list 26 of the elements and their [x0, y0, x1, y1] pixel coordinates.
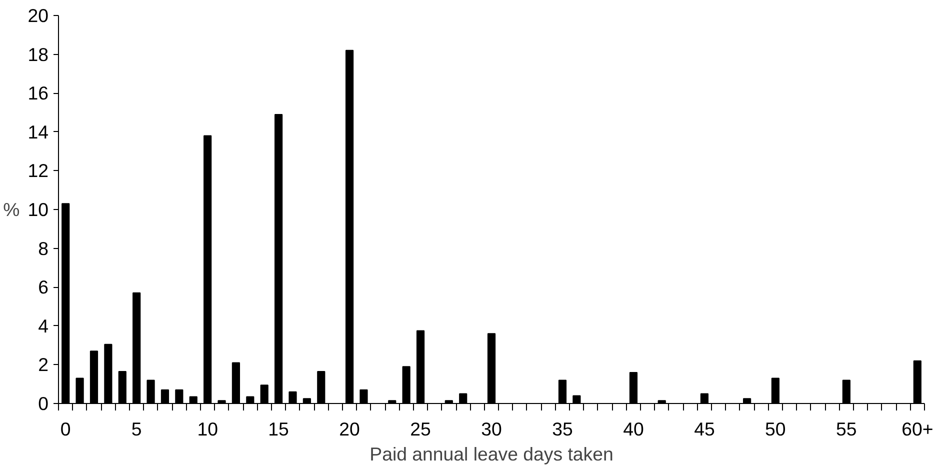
y-tick-label: 6: [38, 276, 49, 298]
x-tick-label: 10: [197, 418, 218, 440]
y-tick-label: 0: [38, 393, 49, 414]
y-tick-label: 4: [38, 315, 49, 336]
x-tick-label: 0: [60, 418, 71, 440]
x-tick-label: 50: [765, 418, 786, 440]
x-tick-label: 30: [481, 418, 502, 440]
y-tick-label: 12: [28, 160, 49, 182]
y-tick-label: 16: [28, 82, 49, 104]
x-tick-label: 25: [410, 418, 431, 440]
y-tick-label: 10: [28, 199, 49, 220]
x-tick-label: 5: [131, 418, 142, 440]
y-axis-title: %: [3, 199, 20, 220]
y-tick-label: 2: [38, 354, 49, 376]
y-tick-label: 20: [28, 5, 49, 26]
x-tick-label: 60+: [902, 418, 934, 440]
y-tick-label: 18: [28, 44, 49, 65]
x-axis-title: Paid annual leave days taken: [370, 444, 614, 464]
y-tick-label: 14: [28, 121, 49, 142]
x-tick-label: 35: [552, 418, 573, 440]
y-tick-label: 8: [38, 238, 49, 259]
x-tick-label: 45: [694, 418, 715, 440]
x-tick-label: 40: [623, 418, 644, 440]
x-tick-label: 15: [268, 418, 289, 440]
x-tick-label: 20: [339, 418, 360, 440]
x-tick-label: 55: [836, 418, 857, 440]
